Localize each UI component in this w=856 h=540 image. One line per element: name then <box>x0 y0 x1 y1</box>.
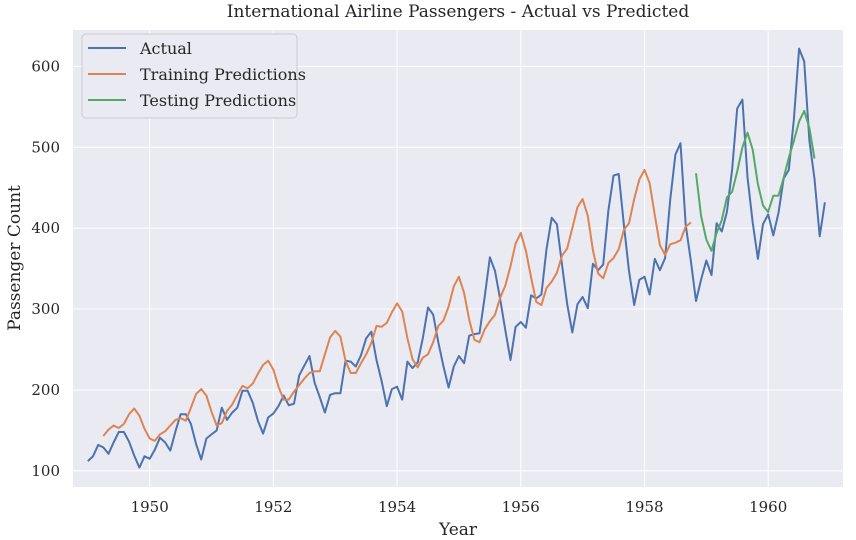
x-tick-label: 1958 <box>625 498 663 516</box>
y-tick-label: 100 <box>31 462 60 480</box>
series-layer <box>87 47 826 469</box>
x-tick-label: 1956 <box>502 498 540 516</box>
y-tick-label: 600 <box>31 57 60 75</box>
series-line-testing <box>695 109 816 252</box>
y-tick-label: 200 <box>31 381 60 399</box>
legend-label-actual: Actual <box>139 39 192 58</box>
y-tick-label: 400 <box>31 219 60 237</box>
x-tick-label: 1960 <box>749 498 787 516</box>
series-line-actual <box>87 47 826 469</box>
legend: Actual Training Predictions Testing Pred… <box>81 33 306 119</box>
x-axis-label: Year <box>438 520 478 540</box>
y-tick-labels: 100 200 300 400 500 600 <box>31 57 60 479</box>
x-tick-label: 1954 <box>378 498 416 516</box>
series-line-training <box>102 168 692 442</box>
y-axis-label: Passenger Count <box>5 185 25 331</box>
legend-label-testing: Testing Predictions <box>140 91 296 110</box>
legend-label-training: Training Predictions <box>140 65 306 84</box>
chart-title: International Airline Passengers - Actua… <box>227 2 690 22</box>
x-tick-labels: 1950 1952 1954 1956 1958 1960 <box>131 498 788 516</box>
x-tick-label: 1950 <box>131 498 169 516</box>
y-tick-label: 500 <box>31 138 60 156</box>
legend-box <box>81 33 298 119</box>
y-tick-label: 300 <box>31 300 60 318</box>
x-tick-label: 1952 <box>254 498 292 516</box>
